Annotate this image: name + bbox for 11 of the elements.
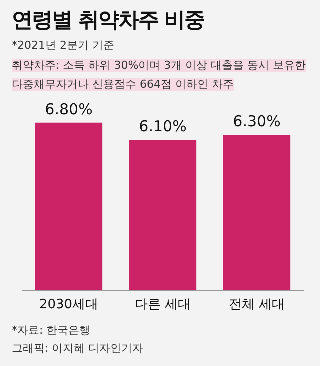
x-tick-label: 2030세대 xyxy=(39,298,99,313)
chart-subtitle: *2021년 2분기 기준 xyxy=(12,38,114,53)
text: *자료: 한국은행 xyxy=(12,323,92,339)
x-tick-label: 다른 세대 xyxy=(134,298,192,313)
text: 그래픽: 이지혜 디자인기자 xyxy=(12,341,144,357)
chart-title: 연령별 취약차주 비중 xyxy=(12,7,205,34)
text: 취약차주: 소득 하위 30%이며 3개 이상 대출을 동시 보유한 다중채무자거나 신용점수 664점 이하인 차주 xyxy=(12,59,306,91)
data-label: 6.10% xyxy=(139,118,187,136)
data-label: 6.30% xyxy=(233,112,281,131)
data-label: 6.80% xyxy=(45,100,93,118)
x-tick-label: 전체 세대 xyxy=(228,298,286,313)
